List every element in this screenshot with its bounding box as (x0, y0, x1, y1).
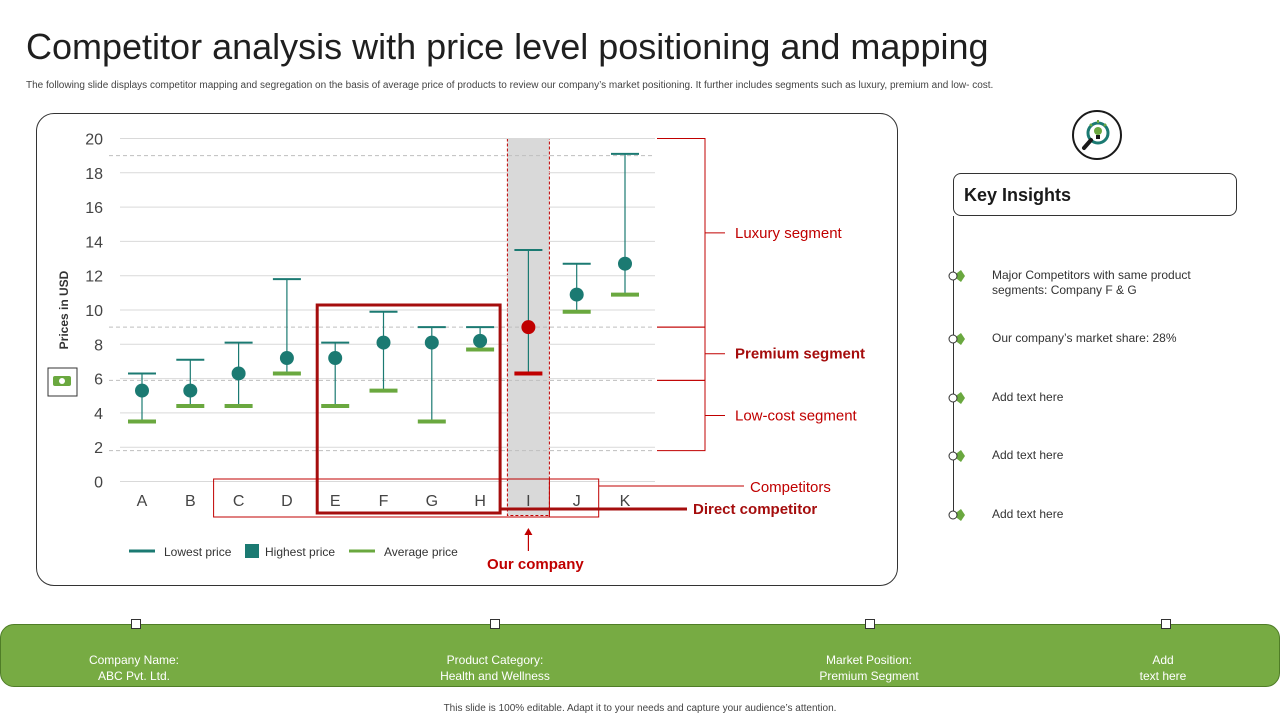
x-tick-label: F (379, 493, 389, 510)
connector-square (131, 619, 141, 629)
insight-bullet-icon (948, 509, 965, 521)
insight-text: Our company’s market share: 28% (992, 331, 1177, 345)
product-category-label: Product Category: (446, 653, 544, 667)
our-company-label: Our company (487, 556, 584, 573)
insight-text: Add text here (992, 390, 1064, 404)
x-tick-label: I (526, 493, 530, 510)
insight-item: Add text here (947, 390, 1247, 431)
y-tick-label: 4 (94, 406, 103, 423)
y-tick-label: 14 (85, 234, 103, 251)
x-tick-label: H (474, 493, 486, 510)
our-company-arrow-head (524, 528, 533, 535)
money-icon (59, 378, 65, 384)
y-tick-label: 10 (85, 303, 103, 320)
company-name-info: Company Name: ABC Pvt. Ltd. (14, 652, 254, 684)
insight-item: Our company’s market share: 28% (947, 331, 1247, 372)
legend-label: Average price (384, 545, 458, 559)
legend-swatch (245, 544, 259, 558)
competitors-label: Competitors (750, 479, 831, 496)
key-insights-title: Key Insights (964, 185, 1072, 205)
average-price-point (424, 335, 439, 350)
legend-label: Highest price (265, 545, 335, 559)
insight-item: Add text here (947, 448, 1247, 489)
insight-item: Major Competitors with same product segm… (947, 268, 1247, 309)
y-tick-label: 0 (94, 475, 103, 492)
company-info-bar (0, 624, 1280, 687)
y-axis-label: Prices in USD (57, 270, 71, 349)
average-price-point (183, 383, 198, 398)
connector-square (1161, 619, 1171, 629)
y-tick-label: 2 (94, 440, 103, 457)
average-price-point (231, 366, 246, 381)
average-price-point (135, 383, 149, 398)
price-positioning-chart: 0 2 4 6 8 10 12 14 16 18 20 Prices in USD A B C D E F G H I J… (47, 132, 865, 573)
connector-square (490, 619, 500, 629)
add-text-label: Add (1152, 653, 1174, 667)
segment-label: Low-cost segment (735, 407, 858, 424)
insight-text: Add text here (992, 507, 1064, 521)
connector-square (865, 619, 875, 629)
insight-text: Major Competitors with same product segm… (992, 268, 1191, 297)
direct-competitor-label: Direct competitor (693, 501, 817, 518)
insight-bullet-icon (948, 392, 965, 404)
company-name-label: Company Name: (88, 653, 180, 667)
x-tick-label: E (330, 493, 341, 510)
key-insights-header: Key Insights (953, 173, 1237, 216)
add-text-info: Add text here (1043, 652, 1280, 684)
average-price-point (569, 287, 584, 302)
y-tick-label: 6 (94, 372, 103, 389)
y-tick-label: 16 (85, 200, 103, 217)
segment-label: Luxury segment (735, 225, 843, 242)
segment-label: Premium segment (735, 346, 865, 363)
x-tick-label: G (426, 493, 438, 510)
insight-bullet-icon (948, 270, 965, 282)
company-name-value: ABC Pvt. Ltd. (97, 669, 171, 683)
segment-bracket (657, 326, 706, 381)
x-tick-label: A (137, 493, 148, 510)
x-tick-label: C (233, 493, 245, 510)
market-position-value: Premium Segment (819, 669, 919, 683)
average-price-point (376, 335, 391, 350)
y-tick-label: 12 (85, 269, 103, 286)
y-tick-label: 20 (85, 132, 103, 149)
segment-bracket (657, 379, 706, 452)
average-price-point (279, 351, 294, 366)
insight-item: Add text here (947, 507, 1247, 548)
x-tick-label: J (573, 493, 581, 510)
y-tick-label: 8 (94, 337, 103, 354)
direct-competitor-box (315, 303, 502, 515)
page-subtitle: The following slide displays competitor … (26, 80, 994, 91)
insight-text: Add text here (992, 448, 1064, 462)
average-price-point (473, 333, 488, 348)
insight-bullet-icon (948, 333, 965, 345)
x-tick-label: K (620, 493, 631, 510)
average-price-point (328, 351, 343, 366)
insight-bullet-icon (948, 450, 965, 462)
market-position-info: Market Position: Premium Segment (749, 652, 989, 684)
market-position-label: Market Position: (825, 653, 913, 667)
footnote: This slide is 100% editable. Adapt it to… (443, 703, 837, 714)
product-category-info: Product Category: Health and Wellness (375, 652, 615, 684)
product-category-value: Health and Wellness (440, 669, 550, 683)
y-tick-label: 18 (85, 166, 103, 183)
average-price-point (521, 320, 536, 335)
x-tick-label: B (185, 493, 196, 510)
add-text-value: text here (1139, 669, 1187, 683)
legend-label: Lowest price (164, 545, 232, 559)
segment-bracket (657, 138, 706, 328)
x-tick-label: D (281, 493, 293, 510)
magnifier-bulb-icon (1072, 110, 1122, 160)
page-title: Competitor analysis with price level pos… (26, 26, 989, 67)
insights-timeline (953, 216, 954, 516)
average-price-point (618, 256, 632, 271)
chart-frame: 0 2 4 6 8 10 12 14 16 18 20 Prices in USD A B C D E F G H I J… (36, 113, 898, 586)
competitors-box (213, 478, 600, 518)
